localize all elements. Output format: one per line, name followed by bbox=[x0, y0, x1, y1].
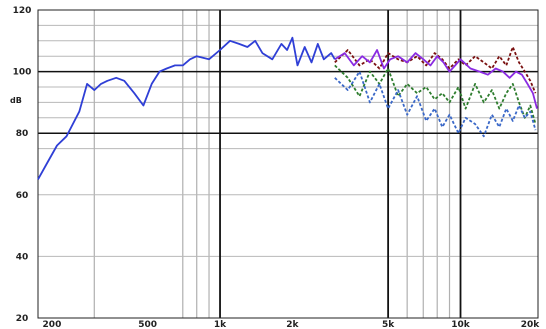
x-tick-label: 5k bbox=[382, 320, 395, 329]
series-line-1 bbox=[334, 46, 537, 94]
series-line-3 bbox=[334, 49, 538, 109]
series-line-4 bbox=[334, 70, 537, 138]
x-tick-label: 200 bbox=[43, 320, 62, 329]
series-line-2 bbox=[334, 64, 537, 125]
tick-labels: 120 100 80 60 40 20 200 500 1k 2k 5k 10k 20k bbox=[13, 6, 541, 329]
series-line-5 bbox=[37, 36, 336, 180]
y-axis-label: dB bbox=[10, 96, 22, 105]
series-group bbox=[37, 36, 538, 180]
y-tick-label: 80 bbox=[16, 129, 29, 139]
y-tick-label: 120 bbox=[13, 6, 32, 16]
y-tick-label: 60 bbox=[16, 191, 29, 201]
y-tick-label: 20 bbox=[16, 314, 29, 324]
plot-frame bbox=[37, 9, 539, 319]
x-tick-label: 20k bbox=[521, 320, 541, 329]
y-tick-label: 40 bbox=[16, 252, 29, 262]
x-tick-label: 2k bbox=[286, 320, 299, 329]
y-tick-label: 100 bbox=[13, 68, 32, 78]
x-tick-label: 1k bbox=[214, 320, 227, 329]
x-tick-label: 500 bbox=[138, 320, 157, 329]
x-tick-label: 10k bbox=[451, 320, 471, 329]
